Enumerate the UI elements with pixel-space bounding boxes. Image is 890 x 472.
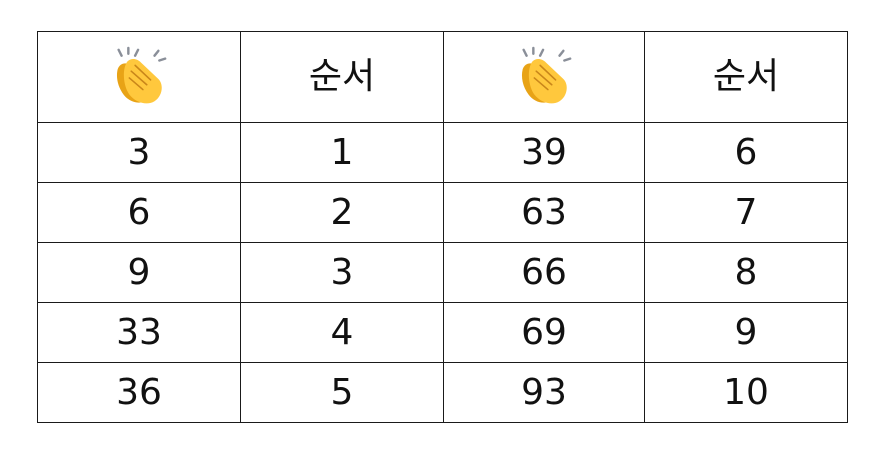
table-row: 33 4 69 9 [37,302,848,363]
table-cell: 2 [240,182,444,243]
table-cell: 4 [240,302,444,363]
table-cell: 1 [240,122,444,183]
table-cell: 10 [644,362,848,423]
table-row: 3 1 39 6 [37,122,848,183]
header-cell-order-2: 순서 [644,31,848,123]
table-cell: 93 [443,362,645,423]
table-header-row: 순서 [37,31,848,123]
table-cell: 7 [644,182,848,243]
table-row: 36 5 93 10 [37,362,848,423]
table-cell: 69 [443,302,645,363]
table-cell: 63 [443,182,645,243]
header-cell-order-1: 순서 [240,31,444,123]
number-order-table: 순서 [37,31,848,423]
table-cell: 6 [37,182,241,243]
table-cell: 39 [443,122,645,183]
table-cell: 66 [443,242,645,303]
table-cell: 9 [644,302,848,363]
table-cell: 5 [240,362,444,423]
table-cell: 9 [37,242,241,303]
table-cell: 3 [37,122,241,183]
table-cell: 33 [37,302,241,363]
table-cell: 8 [644,242,848,303]
clapping-hands-icon [116,46,167,104]
table-cell: 6 [644,122,848,183]
table-cell: 3 [240,242,444,303]
clapping-hands-icon [521,46,572,104]
table-cell: 36 [37,362,241,423]
table-row: 6 2 63 7 [37,182,848,243]
header-cell-clap-2 [443,31,645,123]
header-cell-clap-1 [37,31,241,123]
table-row: 9 3 66 8 [37,242,848,303]
